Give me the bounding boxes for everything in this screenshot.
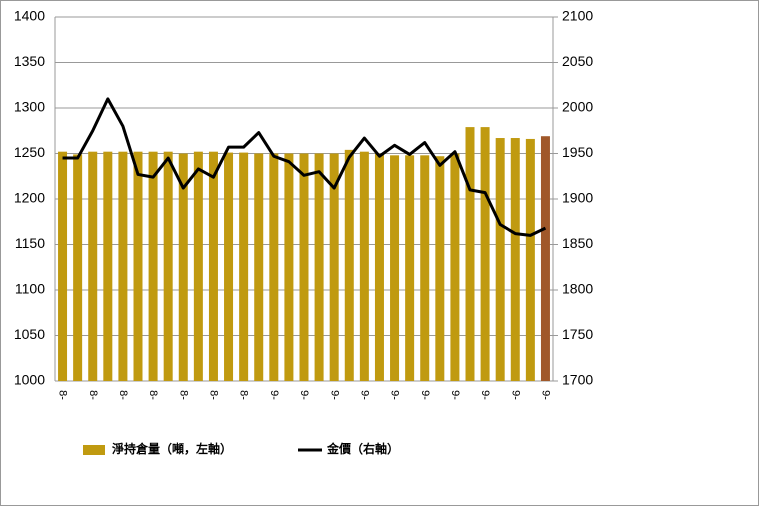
x-tick-label: 9- <box>389 390 401 400</box>
bar <box>208 151 218 381</box>
bar <box>525 138 535 381</box>
x-tick-label: 9- <box>268 390 280 400</box>
x-tick-label: 9- <box>358 390 370 400</box>
legend-label: 金價（右軸） <box>326 441 399 456</box>
y2-tick-label: 2100 <box>562 8 593 24</box>
bar <box>118 151 128 381</box>
y2-tick-label: 1850 <box>562 235 593 251</box>
bar <box>510 138 520 381</box>
bar <box>374 153 384 381</box>
y2-tick-label: 1800 <box>562 281 593 297</box>
bar <box>193 151 203 381</box>
x-tick-label: 8- <box>87 390 99 400</box>
x-tick-label: 9- <box>509 390 521 400</box>
bar <box>420 155 430 381</box>
bar <box>88 151 98 381</box>
y-tick-label: 1400 <box>14 8 45 24</box>
x-tick-label: 9- <box>540 390 552 400</box>
bar <box>329 153 339 381</box>
x-tick-label: 9- <box>328 390 340 400</box>
legend-swatch <box>83 445 105 455</box>
bar <box>299 153 309 381</box>
x-tick-label: 8- <box>238 390 250 400</box>
bar <box>163 151 173 381</box>
x-tick-label: 8- <box>208 390 220 400</box>
y-tick-label: 1300 <box>14 99 45 115</box>
x-tick-label: 9- <box>419 390 431 400</box>
bar <box>450 153 460 381</box>
y2-tick-label: 2000 <box>562 99 593 115</box>
y-tick-label: 1050 <box>14 326 45 342</box>
bar <box>224 152 234 381</box>
bar <box>435 156 445 381</box>
y2-tick-label: 1900 <box>562 190 593 206</box>
bar <box>58 151 68 381</box>
line <box>62 97 547 237</box>
bar <box>269 153 279 381</box>
x-tick-label: 9- <box>479 390 491 400</box>
x-tick-label: 8- <box>57 390 69 400</box>
bar <box>254 153 264 381</box>
bar <box>480 127 490 381</box>
bar <box>390 155 400 381</box>
bar <box>103 151 113 381</box>
x-tick-label: 8- <box>147 390 159 400</box>
bar <box>344 149 354 381</box>
x-tick-label: 9- <box>449 390 461 400</box>
y2-tick-label: 2050 <box>562 53 593 69</box>
bar <box>540 136 550 381</box>
legend-label: 淨持倉量（噸，左軸） <box>111 441 232 456</box>
y-tick-label: 1350 <box>14 53 45 69</box>
bar <box>148 151 158 381</box>
bar <box>178 153 188 381</box>
bar <box>239 152 249 381</box>
y-tick-label: 1150 <box>15 235 45 251</box>
y2-tick-label: 1700 <box>562 372 593 388</box>
y-tick-label: 1250 <box>14 144 45 160</box>
bar <box>405 155 415 381</box>
bar <box>73 154 83 381</box>
y-tick-label: 1100 <box>15 281 45 297</box>
x-tick-label: 8- <box>177 390 189 400</box>
y2-tick-label: 1750 <box>562 326 593 342</box>
y-tick-label: 1000 <box>14 372 45 388</box>
y-tick-label: 1200 <box>14 190 45 206</box>
bar <box>359 151 369 381</box>
bar <box>133 151 143 381</box>
bar <box>495 138 505 381</box>
x-tick-label: 8- <box>117 390 129 400</box>
y2-tick-label: 1950 <box>562 144 593 160</box>
bar <box>314 153 324 381</box>
bar <box>284 153 294 381</box>
bar <box>465 127 475 381</box>
x-tick-label: 9- <box>298 390 310 400</box>
